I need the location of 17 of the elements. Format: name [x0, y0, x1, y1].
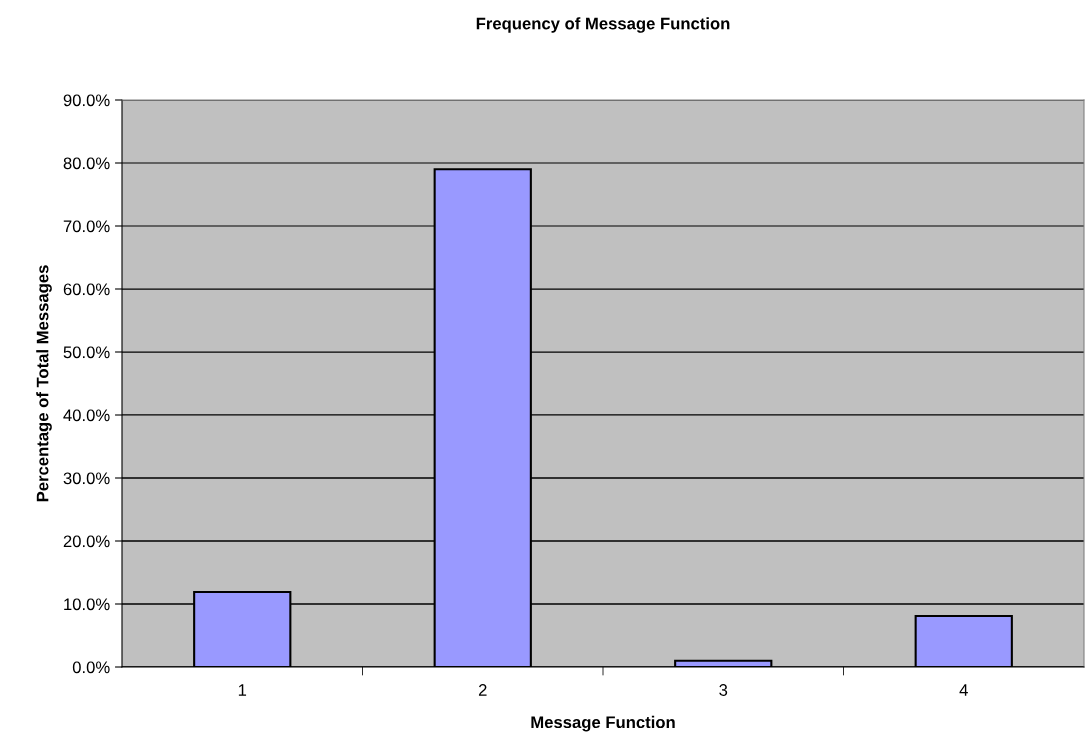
y-tick-label: 20.0%: [63, 535, 110, 548]
y-tick-label: 0.0%: [72, 661, 110, 674]
x-tick-label: 3: [719, 684, 728, 696]
x-tick-label: 4: [959, 684, 968, 696]
y-tick-label: 70.0%: [63, 220, 110, 233]
x-axis-title: Message Function: [531, 715, 675, 732]
chart-title: Frequency of Message Function: [476, 17, 730, 33]
y-tick-label: 90.0%: [63, 94, 110, 107]
x-tick-label: 1: [238, 684, 247, 696]
y-tick-label: 40.0%: [63, 409, 110, 422]
y-tick-label: 30.0%: [63, 472, 110, 485]
x-tick-label: 2: [478, 684, 487, 696]
y-tick-label: 60.0%: [63, 283, 110, 296]
y-tick-label: 10.0%: [64, 598, 110, 611]
y-axis-title: Percentage of Total Messages: [36, 265, 52, 502]
y-tick-label: 50.0%: [63, 346, 110, 359]
y-tick-label: 80.0%: [63, 157, 110, 170]
